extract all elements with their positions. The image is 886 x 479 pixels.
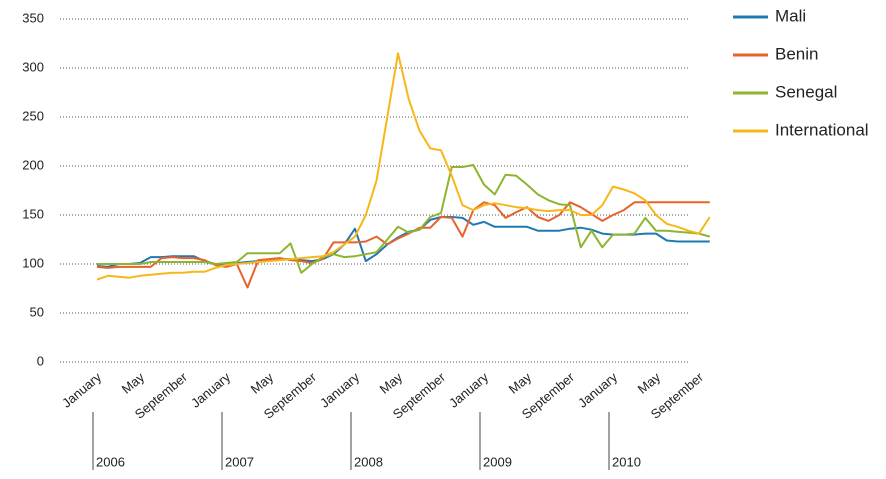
year-label: 2010 [612, 454, 641, 469]
series-line [96, 216, 710, 268]
x-tick-label: January [59, 369, 104, 411]
x-tick-label: May [119, 369, 148, 397]
y-tick-label: 250 [22, 108, 44, 123]
year-label: 2006 [96, 454, 125, 469]
x-tick-label: May [635, 369, 664, 397]
x-tick-label: May [506, 369, 535, 397]
x-tick-label: January [317, 369, 362, 411]
legend-label: Mali [775, 6, 806, 25]
series-line [97, 164, 711, 274]
legend-label: International [775, 120, 869, 139]
series-line [96, 201, 710, 289]
year-label: 2008 [354, 454, 383, 469]
y-tick-label: 300 [22, 59, 44, 74]
y-tick-label: 0 [37, 353, 44, 368]
y-tick-label: 350 [22, 10, 44, 25]
y-tick-label: 50 [30, 304, 44, 319]
x-tick-label: May [248, 369, 277, 397]
x-tick-label: May [377, 369, 406, 397]
x-tick-label: January [446, 369, 491, 411]
legend-label: Senegal [775, 82, 837, 101]
year-label: 2009 [483, 454, 512, 469]
y-tick-label: 200 [22, 157, 44, 172]
series-line [96, 52, 711, 281]
legend-label: Benin [775, 44, 818, 63]
x-tick-label: January [188, 369, 233, 411]
y-tick-label: 150 [22, 206, 44, 221]
x-tick-label: January [575, 369, 620, 411]
year-label: 2007 [225, 454, 254, 469]
y-tick-label: 100 [22, 255, 44, 270]
